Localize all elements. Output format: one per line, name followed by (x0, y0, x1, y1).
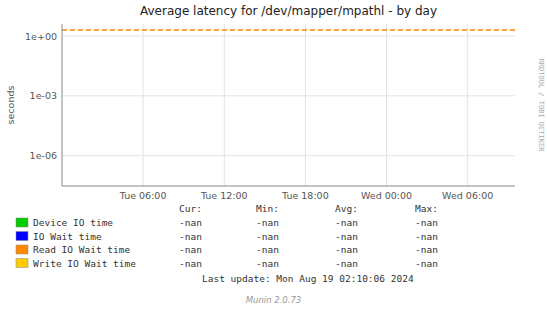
y-tick-label: 1e-06 (30, 150, 57, 161)
table-value: -nan (179, 231, 202, 242)
y-axis-label: seconds (5, 86, 16, 125)
legend-label: Device IO time (33, 217, 113, 228)
grid-line (62, 95, 515, 96)
table-value: -nan (179, 244, 202, 255)
legend-swatch (16, 218, 28, 227)
legend-swatch (16, 245, 28, 254)
watermark: RRDTOOL / TOBI OETIKER (537, 59, 545, 153)
legend-label: IO Wait time (33, 231, 102, 242)
title: Average latency for /dev/mapper/mpathl -… (140, 4, 437, 18)
table-value: -nan (256, 231, 279, 242)
table-value: -nan (415, 244, 438, 255)
table-value: -nan (179, 217, 202, 228)
table-value: -nan (335, 258, 358, 269)
grid-line (467, 24, 468, 186)
legend-swatch (16, 259, 28, 268)
table-value: -nan (335, 217, 358, 228)
table-header: Max: (415, 203, 438, 214)
chart: Average latency for /dev/mapper/mpathl -… (0, 0, 547, 311)
table-value: -nan (179, 258, 202, 269)
reference-line (62, 29, 515, 30)
x-tick-label: Wed 00:00 (361, 190, 412, 201)
x-tick-label: Wed 06:00 (442, 190, 493, 201)
y-tick-label: 1e-03 (30, 90, 57, 101)
x-tick-label: Tue 06:00 (119, 190, 167, 201)
last-update: Last update: Mon Aug 19 02:10:06 2024 (202, 273, 414, 284)
table-header: Avg: (335, 203, 358, 214)
table-value: -nan (415, 258, 438, 269)
data-layer (62, 30, 515, 31)
table-header: Cur: (179, 203, 202, 214)
legend-label: Read IO Wait time (33, 244, 131, 255)
grid-line (224, 24, 225, 186)
table-value: -nan (335, 231, 358, 242)
y-tick-label: 1e+00 (25, 31, 57, 42)
table-value: -nan (335, 244, 358, 255)
legend-swatch (16, 232, 28, 241)
y-axis (62, 24, 63, 186)
grid-line (305, 24, 306, 186)
grid-line (62, 155, 515, 156)
grid (62, 24, 515, 186)
footer: Munin 2.0.73 (246, 295, 302, 305)
grid-line (386, 24, 387, 186)
legend-label: Write IO Wait time (33, 258, 136, 269)
x-axis (62, 186, 515, 187)
x-tick-label: Tue 18:00 (281, 190, 329, 201)
x-tick-label: Tue 12:00 (200, 190, 248, 201)
grid-line (143, 24, 144, 186)
table-value: -nan (256, 258, 279, 269)
table-value: -nan (256, 217, 279, 228)
table-value: -nan (415, 217, 438, 228)
table-value: -nan (256, 244, 279, 255)
table-value: -nan (415, 231, 438, 242)
plot-area (62, 24, 515, 186)
table-header: Min: (256, 203, 279, 214)
grid-line (62, 36, 515, 37)
